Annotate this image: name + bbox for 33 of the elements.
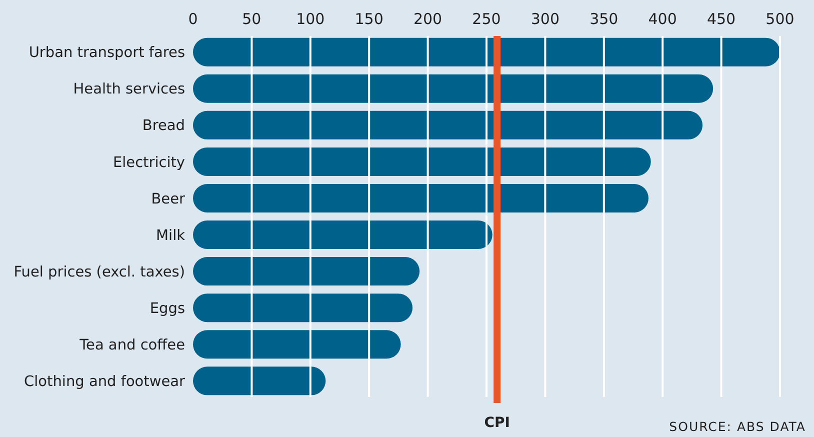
y-tick-label: Urban transport fares bbox=[28, 45, 185, 62]
bar bbox=[193, 294, 413, 322]
x-tick-label: 350 bbox=[590, 10, 618, 28]
y-tick-label: Health services bbox=[73, 82, 185, 98]
y-tick-label: Bread bbox=[142, 118, 185, 134]
x-tick-label: 50 bbox=[242, 10, 262, 28]
y-tick-label: Milk bbox=[156, 228, 186, 244]
ref-line-label: CPI bbox=[484, 415, 510, 431]
bar bbox=[193, 184, 649, 212]
x-tick-label: 100 bbox=[296, 10, 325, 28]
bar bbox=[193, 257, 420, 286]
bar bbox=[193, 366, 326, 396]
y-tick-label: Fuel prices (excl. taxes) bbox=[14, 264, 185, 280]
x-tick-label: 400 bbox=[648, 10, 677, 28]
x-tick-label: 300 bbox=[530, 10, 560, 28]
x-tick-label: 500 bbox=[766, 10, 794, 28]
bar bbox=[193, 220, 492, 250]
bar bbox=[193, 147, 651, 176]
x-tick-label: 450 bbox=[706, 10, 736, 28]
bar bbox=[193, 110, 703, 140]
y-tick-label: Electricity bbox=[112, 154, 186, 171]
x-tick-label: 200 bbox=[413, 10, 442, 28]
x-tick-label: 0 bbox=[188, 10, 198, 28]
source-note: SOURCE: ABS DATA bbox=[669, 419, 806, 434]
y-tick-label: Beer bbox=[151, 191, 186, 208]
bar bbox=[193, 330, 401, 359]
x-tick-label: 150 bbox=[354, 10, 384, 28]
y-tick-label: Clothing and footwear bbox=[24, 374, 186, 390]
x-tick-label: 250 bbox=[472, 10, 501, 28]
bar bbox=[193, 74, 714, 103]
bar bbox=[193, 38, 780, 66]
y-tick-label: Eggs bbox=[150, 300, 185, 317]
y-tick-label: Tea and coffee bbox=[78, 337, 186, 354]
